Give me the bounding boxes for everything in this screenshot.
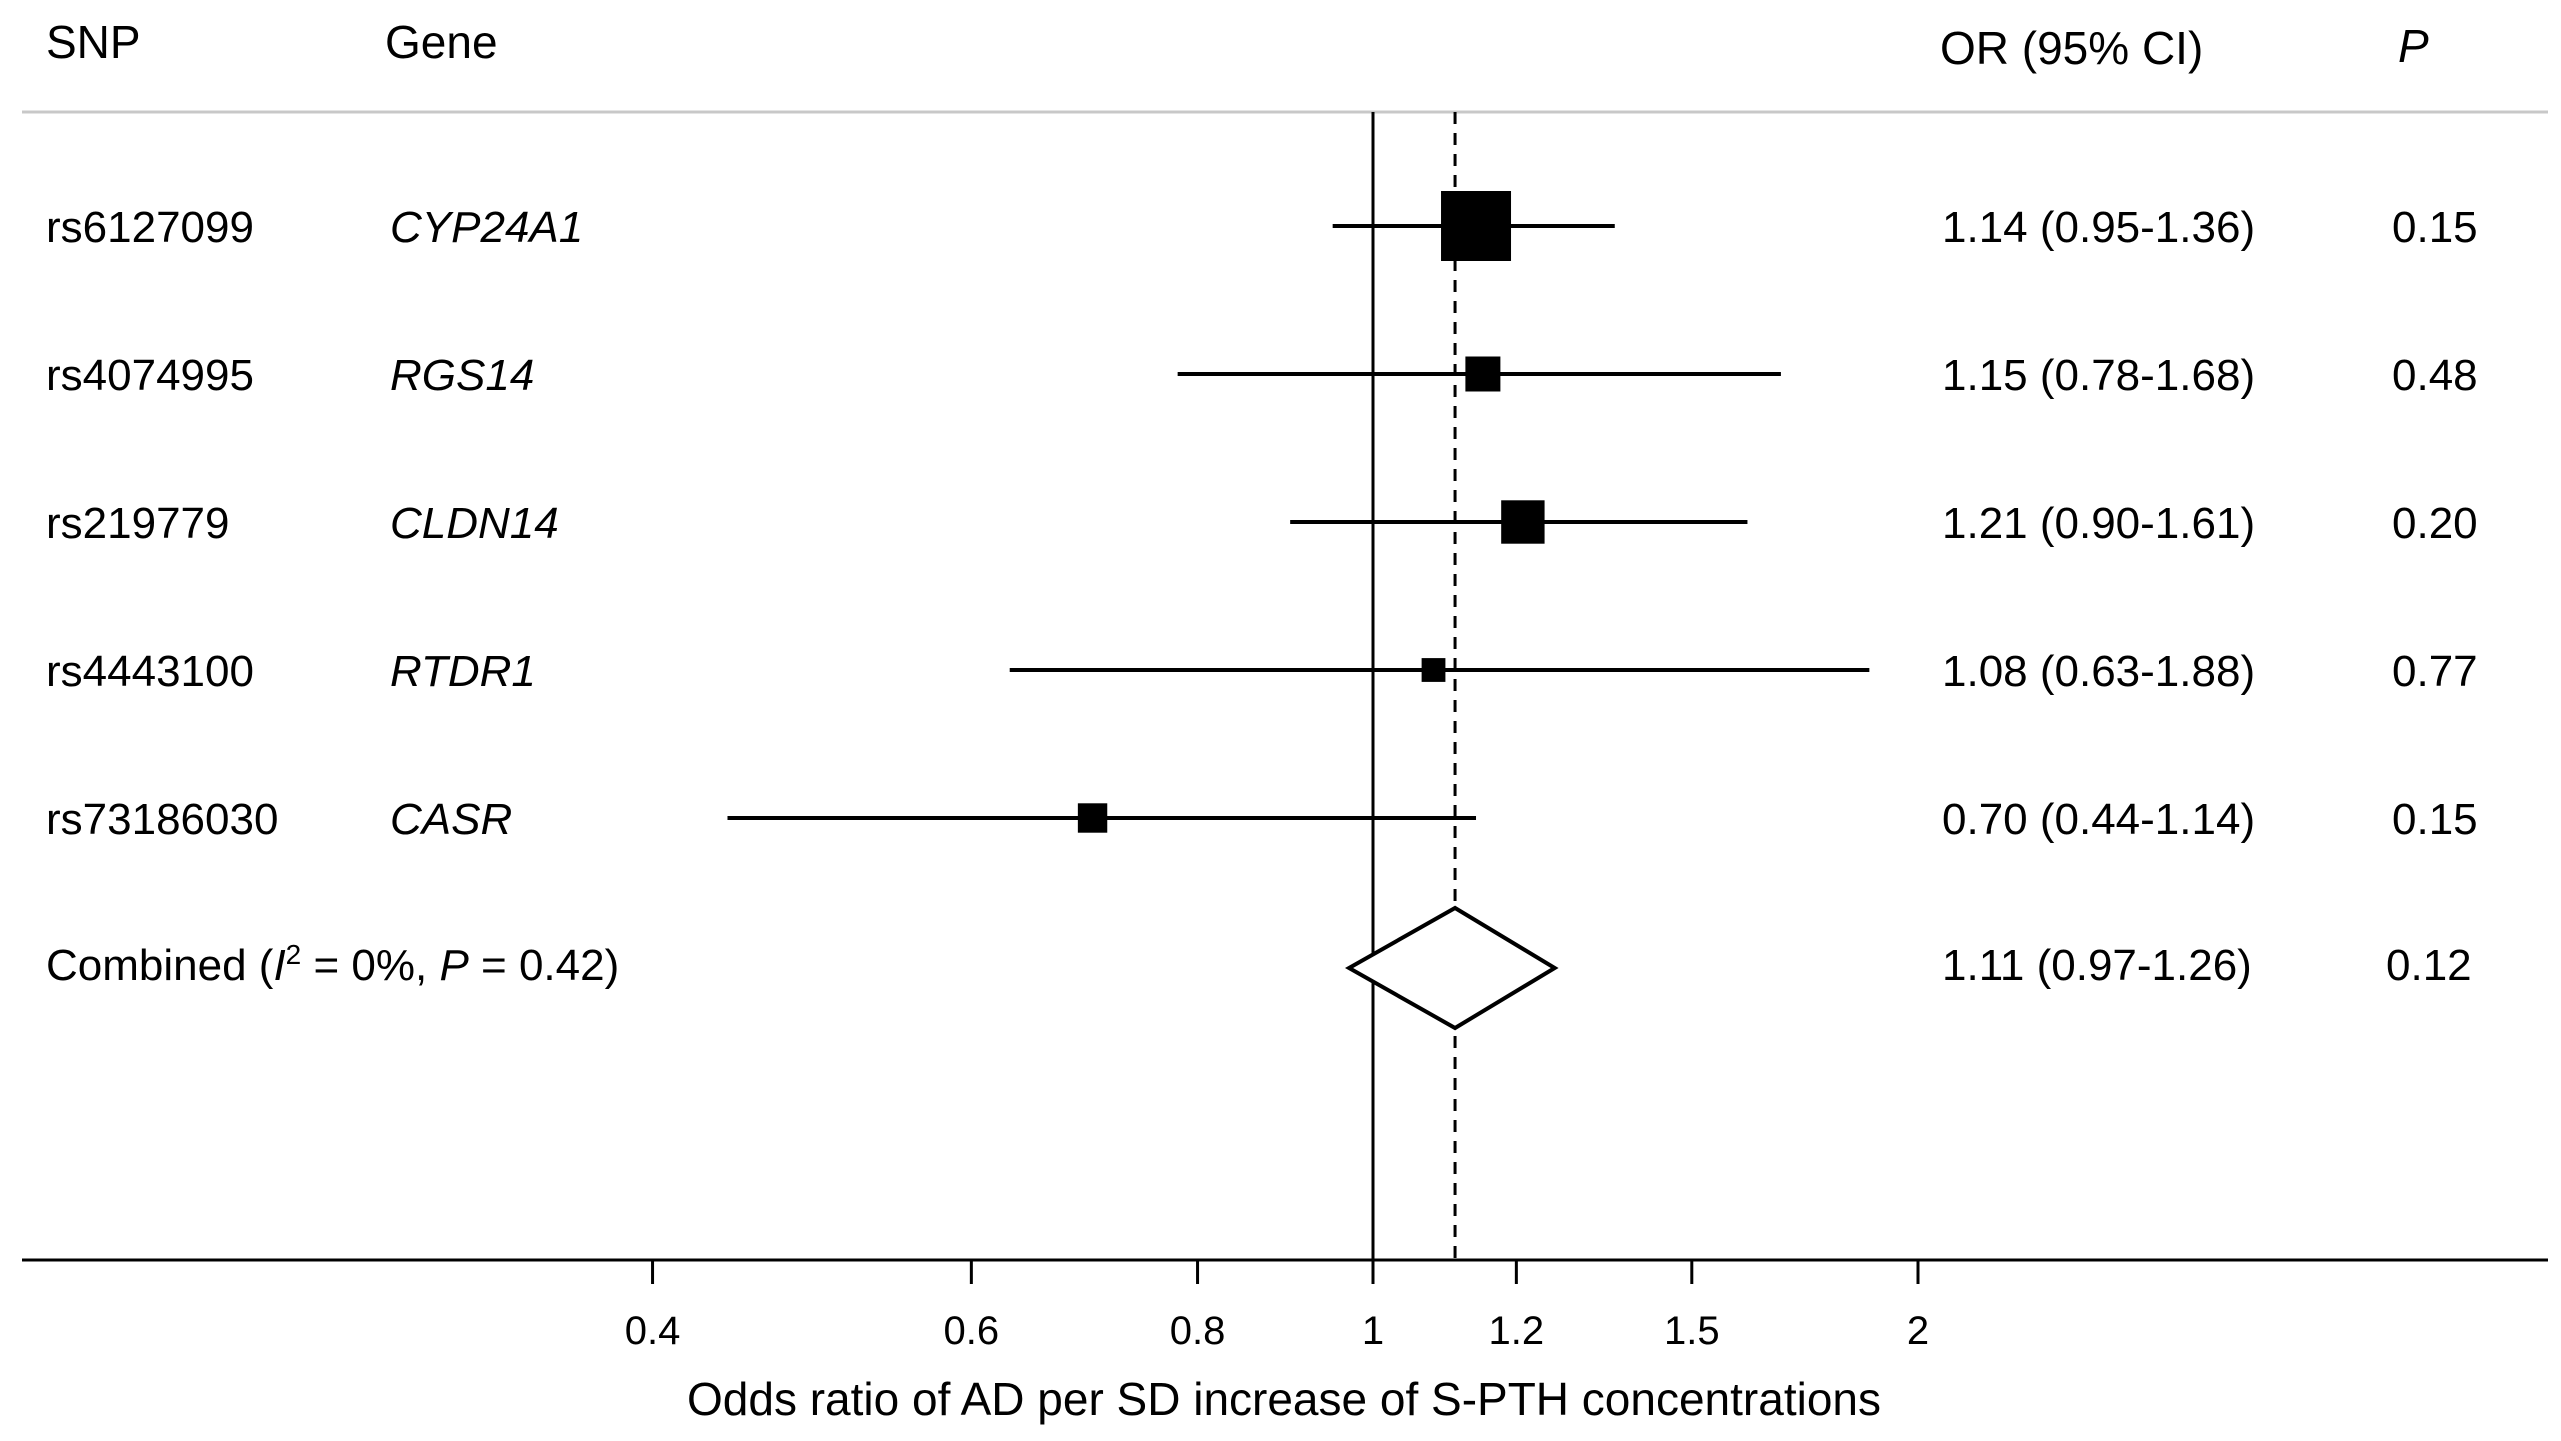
or-ci-label: 0.70 (0.44-1.14) <box>1942 795 2255 844</box>
or-ci-label: 1.15 (0.78-1.68) <box>1942 351 2255 400</box>
study-row-text-4: rs73186030 CASR 0.70 (0.44-1.14) 0.15 <box>46 795 2478 844</box>
or-ci-label: 1.14 (0.95-1.36) <box>1942 203 2255 252</box>
i2-value: = 0%, <box>301 941 439 990</box>
study-marks <box>727 191 1870 833</box>
p-value-label: 0.15 <box>2392 795 2478 844</box>
study-row-text-0: rs6127099 CYP24A1 1.14 (0.95-1.36) 0.15 <box>46 203 2478 252</box>
p-heterogeneity-value: = 0.42) <box>469 941 619 990</box>
p-value-label: 0.15 <box>2392 203 2478 252</box>
x-tick-label: 1.5 <box>1664 1309 1720 1353</box>
i2-symbol: I <box>273 941 285 990</box>
p-value-label: 0.77 <box>2392 647 2478 696</box>
header-or-ci: OR (95% CI) <box>1940 22 2203 74</box>
study-row-mark <box>1177 356 1781 392</box>
point-estimate-box <box>1501 500 1545 544</box>
p-value-label: 0.20 <box>2392 499 2478 548</box>
snp-label: rs73186030 <box>46 795 278 844</box>
study-row-mark <box>1332 191 1615 261</box>
header-snp: SNP <box>46 16 141 68</box>
study-row-text-1: rs4074995 RGS14 1.15 (0.78-1.68) 0.48 <box>46 351 2478 400</box>
combined-prefix: Combined ( <box>46 941 274 990</box>
point-estimate-box <box>1465 356 1501 392</box>
combined-or-ci-label: 1.11 (0.97-1.26) <box>1942 941 2252 990</box>
header-p: P <box>2398 20 2429 72</box>
study-row-text-3: rs4443100 RTDR1 1.08 (0.63-1.88) 0.77 <box>46 647 2478 696</box>
snp-label: rs4443100 <box>46 647 254 696</box>
combined-p-value-label: 0.12 <box>2386 941 2472 990</box>
x-tick-label: 0.4 <box>625 1309 681 1353</box>
gene-label: CYP24A1 <box>390 203 583 252</box>
or-ci-label: 1.21 (0.90-1.61) <box>1942 499 2255 548</box>
gene-label: RGS14 <box>390 351 534 400</box>
snp-label: rs4074995 <box>46 351 254 400</box>
x-tick-label: 1.2 <box>1489 1309 1545 1353</box>
p-value-label: 0.48 <box>2392 351 2478 400</box>
gene-label: CASR <box>390 795 512 844</box>
gene-label: RTDR1 <box>390 647 536 696</box>
study-row-mark <box>1009 658 1870 682</box>
point-estimate-box <box>1441 191 1512 261</box>
x-tick-label: 1 <box>1362 1309 1384 1353</box>
header-gene: Gene <box>385 16 498 68</box>
combined-estimate-diamond <box>1344 905 1559 1031</box>
i2-superscript: 2 <box>286 939 302 970</box>
x-axis-title: Odds ratio of AD per SD increase of S-PT… <box>687 1373 1881 1425</box>
gene-label: CLDN14 <box>390 499 559 548</box>
study-row-mark <box>727 803 1477 833</box>
x-tick-label: 0.6 <box>944 1309 1000 1353</box>
p-symbol: P <box>439 941 469 990</box>
point-estimate-box <box>1421 658 1446 682</box>
x-tick-label: 0.8 <box>1170 1309 1226 1353</box>
point-estimate-box <box>1077 803 1108 833</box>
x-axis-ticks: 0.4 0.6 0.8 1 1.2 1.5 2 <box>625 1260 1929 1353</box>
x-tick-label: 2 <box>1907 1309 1929 1353</box>
snp-label: rs219779 <box>46 499 229 548</box>
study-row-text-2: rs219779 CLDN14 1.21 (0.90-1.61) 0.20 <box>46 499 2478 548</box>
or-ci-label: 1.08 (0.63-1.88) <box>1942 647 2255 696</box>
snp-label: rs6127099 <box>46 203 254 252</box>
combined-label: Combined (I2 = 0%, P = 0.42) <box>46 939 619 990</box>
study-row-mark <box>1290 500 1748 544</box>
